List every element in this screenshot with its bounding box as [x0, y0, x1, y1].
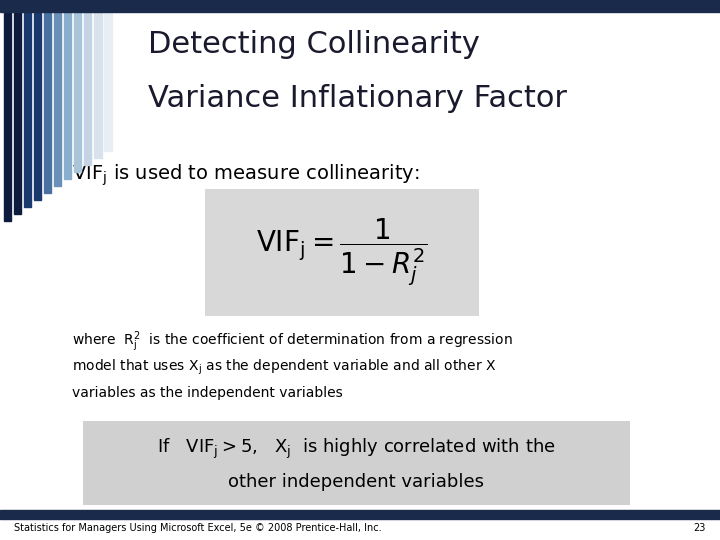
- Text: $\mathrm{VIF_j} = \dfrac{1}{1 - R_j^2}$: $\mathrm{VIF_j} = \dfrac{1}{1 - R_j^2}$: [256, 217, 428, 288]
- Text: model that uses $\mathrm{X_j}$ as the dependent variable and all other X: model that uses $\mathrm{X_j}$ as the de…: [72, 357, 496, 377]
- Text: other independent variables: other independent variables: [228, 473, 485, 491]
- Bar: [74, 12, 81, 172]
- FancyBboxPatch shape: [205, 189, 479, 316]
- Text: Variance Inflationary Factor: Variance Inflationary Factor: [148, 84, 567, 113]
- FancyBboxPatch shape: [83, 421, 630, 505]
- Bar: [14, 12, 21, 214]
- Text: Statistics for Managers Using Microsoft Excel, 5e © 2008 Prentice-Hall, Inc.: Statistics for Managers Using Microsoft …: [14, 523, 382, 533]
- Bar: [94, 12, 102, 158]
- Text: If   $\mathrm{VIF_j} > 5$,   $\mathrm{X_j}$  is highly correlated with the: If $\mathrm{VIF_j} > 5$, $\mathrm{X_j}$ …: [157, 437, 556, 461]
- Bar: [84, 12, 91, 165]
- Text: variables as the independent variables: variables as the independent variables: [72, 386, 343, 400]
- Text: $\mathrm{VIF_j}$ is used to measure collinearity:: $\mathrm{VIF_j}$ is used to measure coll…: [72, 162, 420, 187]
- Text: where  $\mathrm{R^2_j}$  is the coefficient of determination from a regression: where $\mathrm{R^2_j}$ is the coefficien…: [72, 329, 513, 354]
- Bar: [24, 12, 31, 207]
- Bar: [64, 12, 71, 179]
- Bar: [34, 12, 41, 200]
- Bar: [4, 12, 11, 221]
- Text: Detecting Collinearity: Detecting Collinearity: [148, 30, 480, 59]
- Text: 23: 23: [693, 523, 706, 533]
- Bar: [0, 510, 720, 519]
- Bar: [44, 12, 51, 193]
- Bar: [54, 12, 61, 186]
- Bar: [0, 0, 720, 12]
- Bar: [104, 12, 112, 151]
